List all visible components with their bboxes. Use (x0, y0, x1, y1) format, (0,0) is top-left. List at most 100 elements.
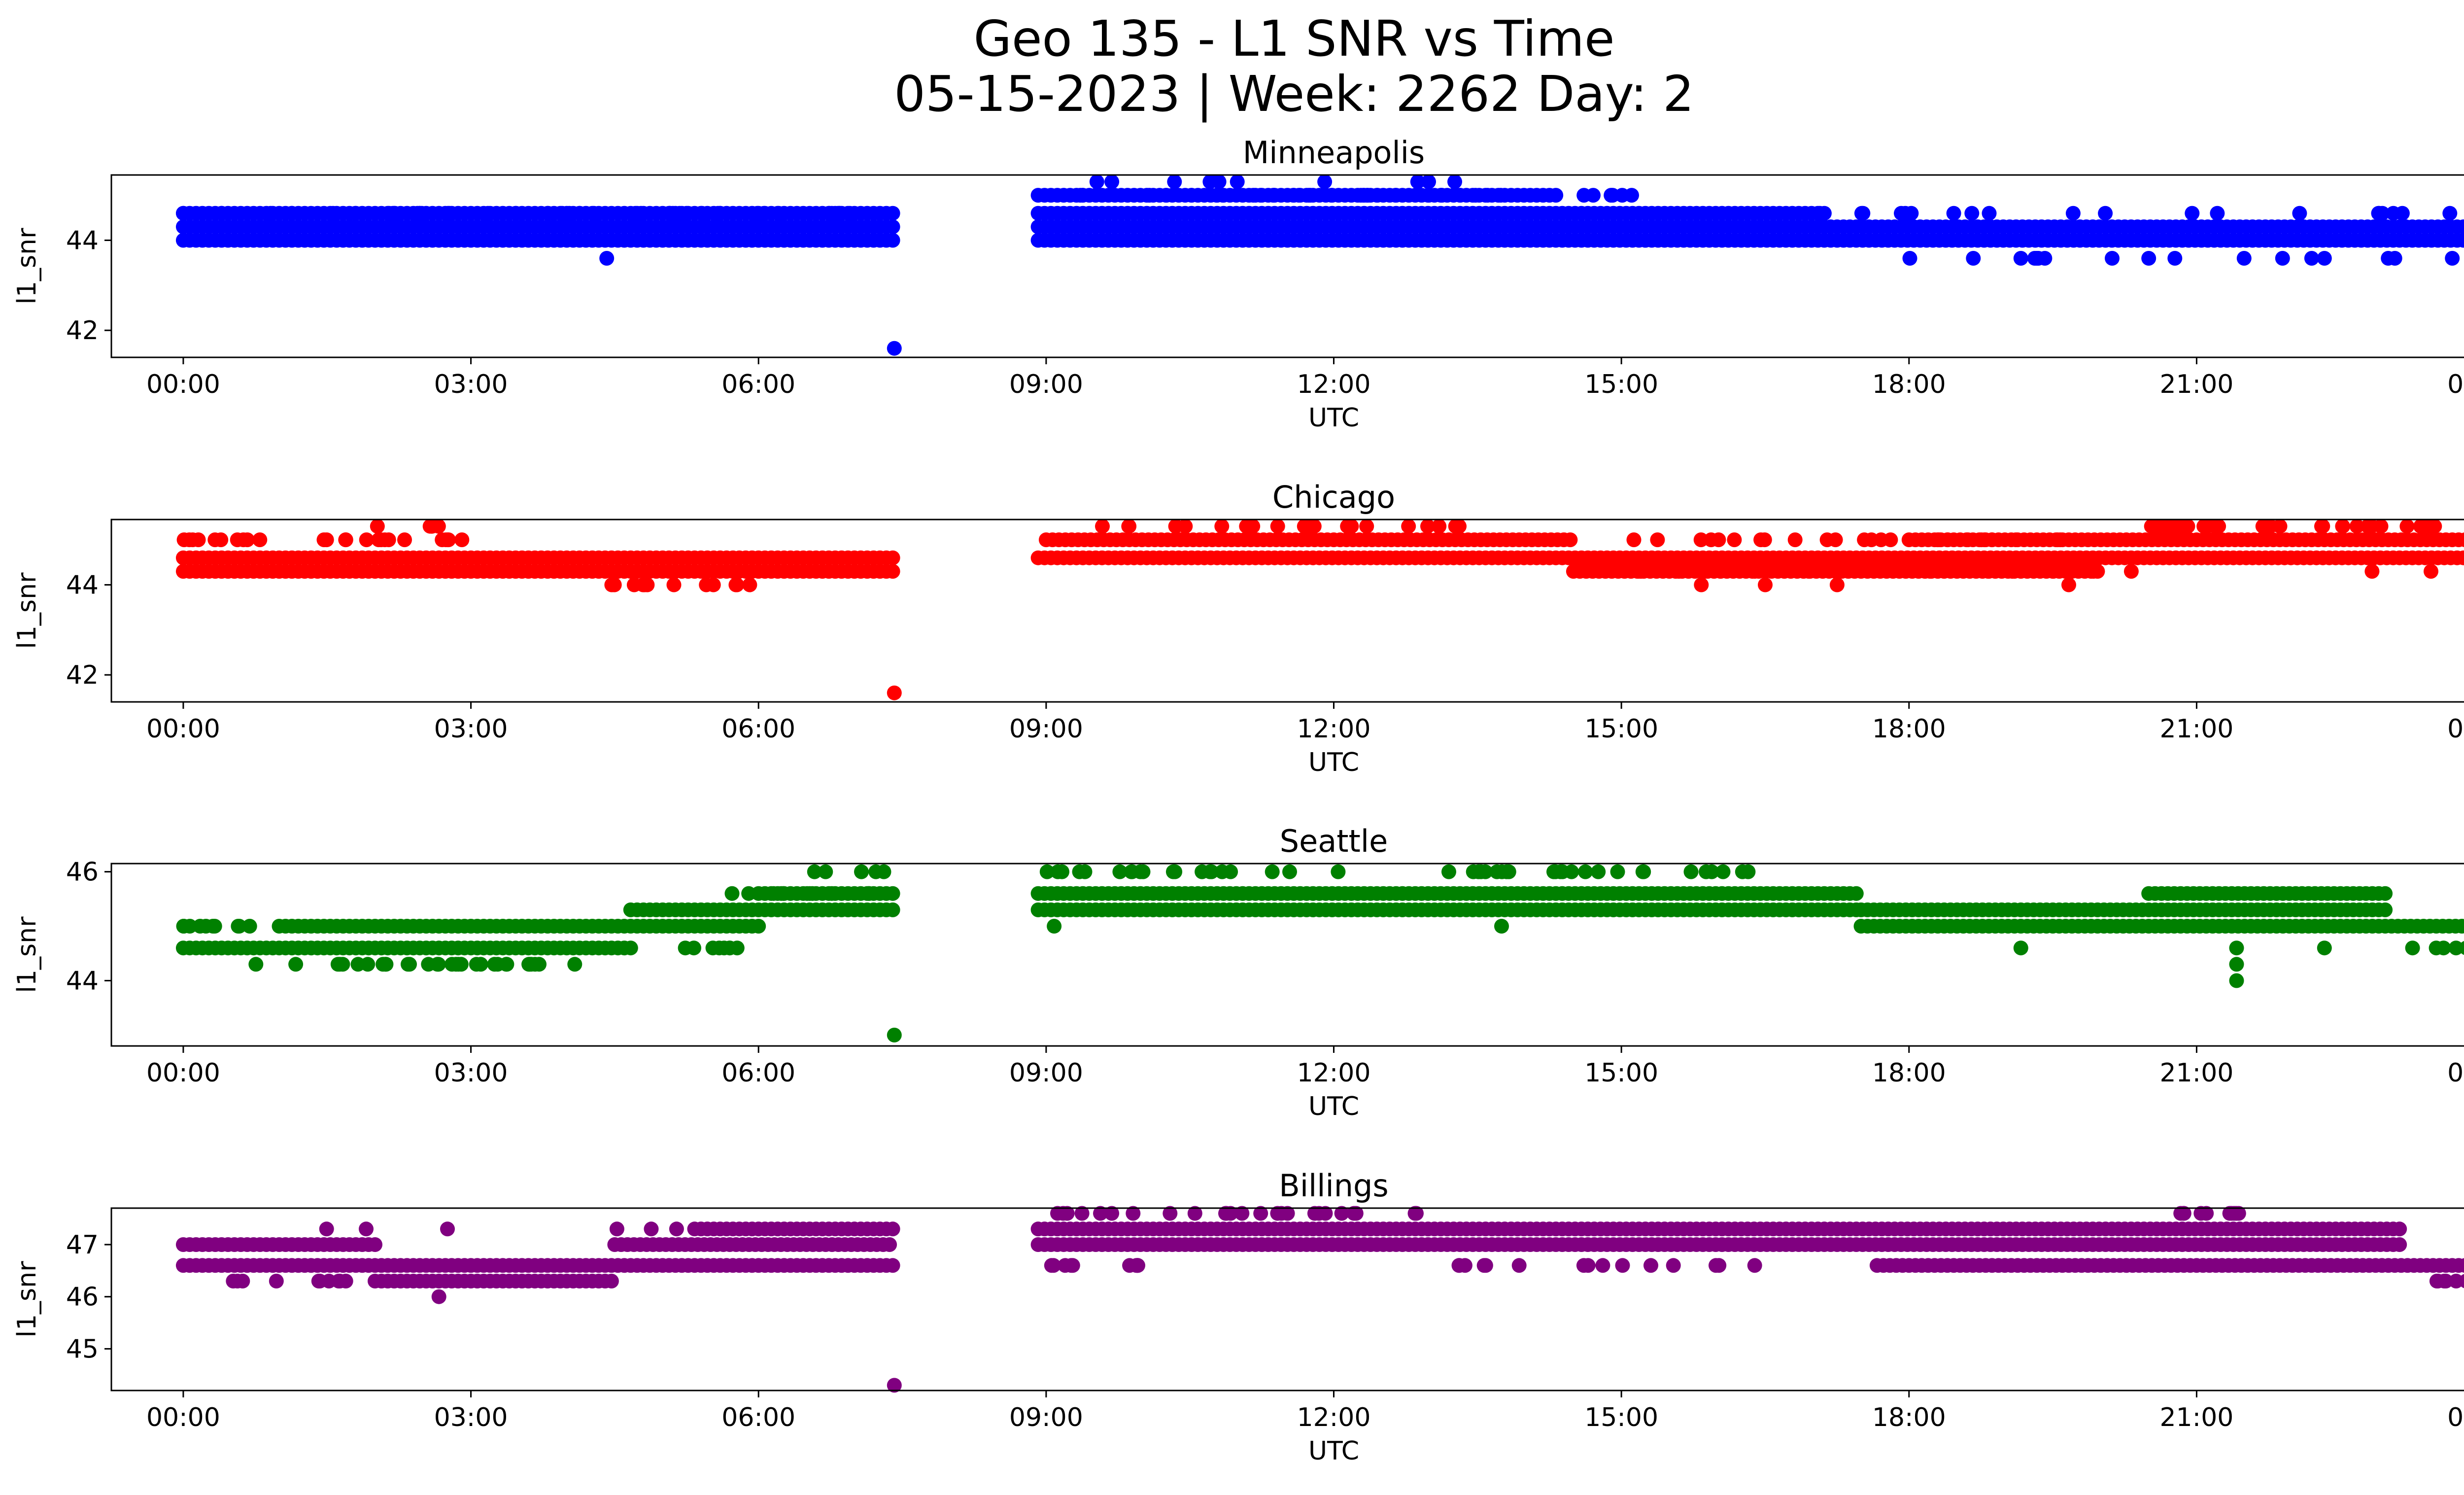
data-point (644, 1221, 659, 1237)
data-point (1985, 532, 1999, 548)
data-point (338, 532, 353, 548)
data-point (2349, 519, 2364, 534)
data-point (1159, 188, 1174, 203)
outlier-point (1758, 577, 1773, 592)
data-point (2371, 206, 2387, 221)
data-point (401, 957, 415, 972)
data-point (2065, 206, 2081, 221)
data-point (885, 886, 900, 901)
data-point (1046, 1258, 1061, 1273)
x-tick-label: 15:00 (1584, 370, 1658, 399)
x-tick-label: 06:00 (721, 714, 795, 744)
data-point (2304, 251, 2319, 266)
data-point (2005, 564, 2020, 579)
data-point (1576, 1258, 1591, 1273)
outlier-point (1694, 577, 1709, 592)
data-point (1591, 864, 1606, 879)
data-point (1270, 1206, 1285, 1221)
data-point (885, 1221, 900, 1237)
data-point (604, 1274, 619, 1288)
outlier-point (2061, 577, 2076, 592)
data-point (1112, 864, 1128, 879)
data-point (319, 1221, 334, 1237)
data-point (1282, 864, 1297, 879)
data-point (1650, 532, 1665, 548)
data-point (1421, 174, 1436, 189)
data-point (1643, 1258, 1658, 1273)
data-point (2207, 519, 2223, 534)
data-point (2180, 519, 2195, 534)
x-tick-label: 18:00 (1872, 714, 1946, 744)
data-point (1346, 1206, 1362, 1221)
panel-chicago: Chicago 00:00 03:00 06:00 09:00 12:00 15:00 18:… (12, 479, 2464, 777)
data-point (311, 1274, 326, 1288)
x-axis-label: UTC (1308, 748, 1359, 777)
data-point (2364, 564, 2380, 579)
data-point (2461, 942, 2464, 954)
data-point (623, 940, 638, 956)
data-point (1940, 532, 1955, 548)
data-point (1447, 174, 1462, 189)
figure-subtitle: 05-15-2023 | Week: 2262 Day: 2 (894, 65, 1694, 123)
x-tick-label: 00:00 (146, 1403, 220, 1432)
data-point (1874, 532, 1889, 548)
data-point (1230, 174, 1245, 189)
data-point (319, 532, 334, 548)
data-point (1056, 1206, 1071, 1221)
data-point (1624, 188, 1639, 203)
data-point (2461, 920, 2464, 933)
data-point (288, 957, 304, 972)
data-point (2123, 564, 2139, 579)
data-point (284, 206, 300, 221)
x-tick-label: 03:00 (434, 1403, 508, 1432)
data-point (609, 1221, 624, 1237)
data-point (1478, 864, 1493, 879)
data-point (2437, 1274, 2452, 1288)
data-point (1683, 864, 1699, 879)
outlier-point (599, 251, 615, 266)
x-tick-label: 18:00 (1872, 1403, 1946, 1432)
data-point (771, 206, 786, 221)
data-point (1266, 188, 1281, 203)
outlier-point (2037, 251, 2053, 266)
data-point (694, 206, 710, 221)
outlier-point (887, 1378, 902, 1393)
data-point (441, 206, 455, 221)
x-tick-label: 03:00 (434, 370, 508, 399)
data-point (252, 532, 268, 548)
data-point (330, 957, 345, 972)
data-point (1466, 864, 1481, 879)
data-point (1693, 532, 1709, 548)
data-point (1615, 1258, 1630, 1273)
data-point (1697, 564, 1712, 579)
data-point (1626, 532, 1642, 548)
data-point (1122, 519, 1137, 534)
data-point (2462, 553, 2464, 562)
data-point (1214, 519, 1230, 534)
y-tick-label: 42 (66, 316, 99, 346)
outlier-point (2445, 251, 2460, 266)
data-point (2454, 919, 2464, 934)
data-point (2462, 236, 2464, 245)
data-point (1167, 174, 1182, 189)
y-tick-label: 46 (66, 858, 99, 887)
data-point (1604, 188, 1619, 203)
x-tick-label: 00:00 (2447, 1058, 2464, 1088)
data-point (854, 864, 869, 879)
data-point (480, 206, 496, 221)
data-point (469, 957, 484, 972)
data-point (1453, 188, 1468, 203)
data-point (2436, 940, 2451, 956)
data-point (637, 577, 652, 592)
data-point (2158, 519, 2174, 534)
x-tick-label: 15:00 (1584, 714, 1658, 744)
data-point (1359, 519, 1374, 534)
data-point (1104, 174, 1120, 189)
data-point (1753, 532, 1769, 548)
data-point (1478, 1258, 1493, 1273)
data-point (236, 532, 251, 548)
data-point (2185, 206, 2200, 221)
data-point (1324, 188, 1339, 203)
data-point (1132, 864, 1148, 879)
